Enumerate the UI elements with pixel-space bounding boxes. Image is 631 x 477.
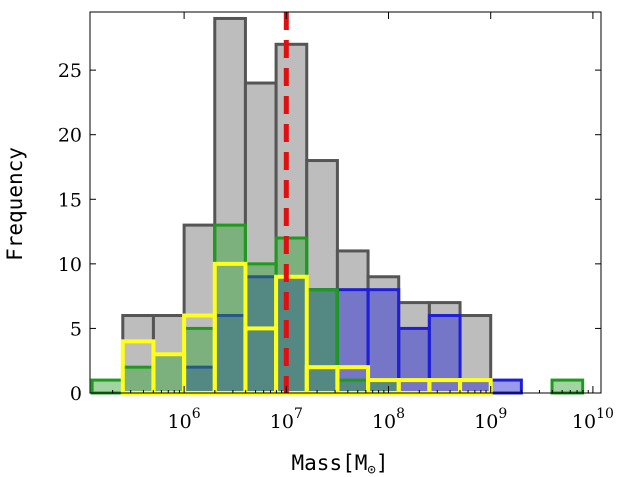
y-tick-label: 0 bbox=[70, 383, 82, 405]
histogram-bars bbox=[90, 16, 585, 396]
x-tick-label: 1010 bbox=[572, 406, 614, 433]
x-tick-label: 109 bbox=[474, 406, 507, 433]
x-axis-label: Mass[M⊙] bbox=[292, 451, 389, 477]
y-tick-label: 20 bbox=[58, 125, 82, 147]
hist-bar bbox=[489, 378, 523, 395]
y-tick-label: 15 bbox=[58, 189, 82, 211]
hist-bar bbox=[274, 236, 309, 395]
x-tick-label: 108 bbox=[372, 406, 405, 433]
x-tick-label: 106 bbox=[168, 406, 201, 433]
hist-bar bbox=[213, 223, 247, 395]
hist-bar bbox=[305, 288, 339, 395]
hist-bar bbox=[90, 378, 125, 395]
hist-bar bbox=[550, 378, 585, 395]
series-0 bbox=[121, 16, 493, 395]
hist-bar bbox=[182, 326, 217, 395]
y-tick-label: 25 bbox=[58, 60, 82, 82]
hist-bar bbox=[335, 288, 370, 395]
x-axis-ticks: 106 107 108 109 1010 bbox=[112, 12, 614, 433]
hist-bar bbox=[121, 365, 155, 395]
hist-bar bbox=[397, 326, 431, 395]
y-axis-ticks: 0 5 10 15 20 25 bbox=[58, 60, 601, 405]
y-axis-label: Frequency bbox=[3, 147, 27, 261]
y-tick-label: 5 bbox=[70, 318, 82, 340]
x-tick-label: 107 bbox=[270, 406, 303, 433]
hist-bar bbox=[151, 352, 186, 395]
y-tick-label: 10 bbox=[58, 254, 82, 276]
hist-bar bbox=[366, 288, 401, 395]
plot-frame bbox=[89, 11, 602, 394]
